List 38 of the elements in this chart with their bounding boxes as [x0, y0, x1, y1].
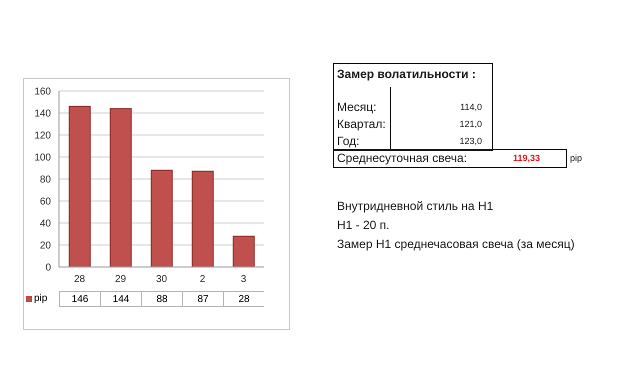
data-label: 144	[100, 291, 141, 307]
text: 121,0	[459, 119, 482, 129]
text: Год:	[337, 134, 360, 148]
y-tick-label: 60	[40, 196, 52, 208]
bar	[192, 170, 214, 267]
text: 123,0	[459, 136, 482, 146]
y-tick-label: 20	[40, 240, 52, 252]
text: pip	[570, 153, 582, 163]
x-tick-label: 28	[74, 274, 86, 286]
text: 119,33	[513, 153, 540, 163]
text: Среднесуточная свеча:	[337, 151, 467, 165]
data-label: 146	[59, 291, 100, 307]
text: Внутридневной стиль на H1	[337, 199, 494, 213]
bar	[150, 170, 173, 267]
y-tick-label: 100	[34, 152, 52, 164]
text: Месяц:	[337, 100, 377, 114]
y-tick-label: 80	[40, 174, 52, 186]
bar	[68, 106, 91, 267]
x-tick-label: 2	[200, 274, 206, 286]
text: 114,0	[460, 102, 482, 112]
text: Замер H1 среднечасовая свеча (за месяц)	[337, 237, 575, 251]
y-tick-label: 120	[34, 130, 52, 142]
legend-label: pip	[34, 293, 48, 304]
data-label: 87	[182, 291, 223, 307]
data-label: 88	[141, 291, 182, 307]
y-tick-label: 160	[34, 86, 52, 98]
data-label: 28	[223, 291, 264, 307]
bar	[110, 108, 132, 267]
text: H1 - 20 п.	[337, 218, 390, 232]
text: Замер волатильности :	[337, 67, 476, 81]
x-tick-label: 3	[240, 274, 247, 286]
y-tick-label: 40	[40, 218, 52, 230]
text: Квартал:	[337, 117, 386, 131]
y-tick-label: 140	[34, 108, 52, 120]
y-tick-label: 0	[45, 262, 52, 274]
x-tick-label: 30	[156, 274, 168, 286]
bar	[232, 236, 255, 267]
x-tick-label: 29	[114, 274, 126, 286]
